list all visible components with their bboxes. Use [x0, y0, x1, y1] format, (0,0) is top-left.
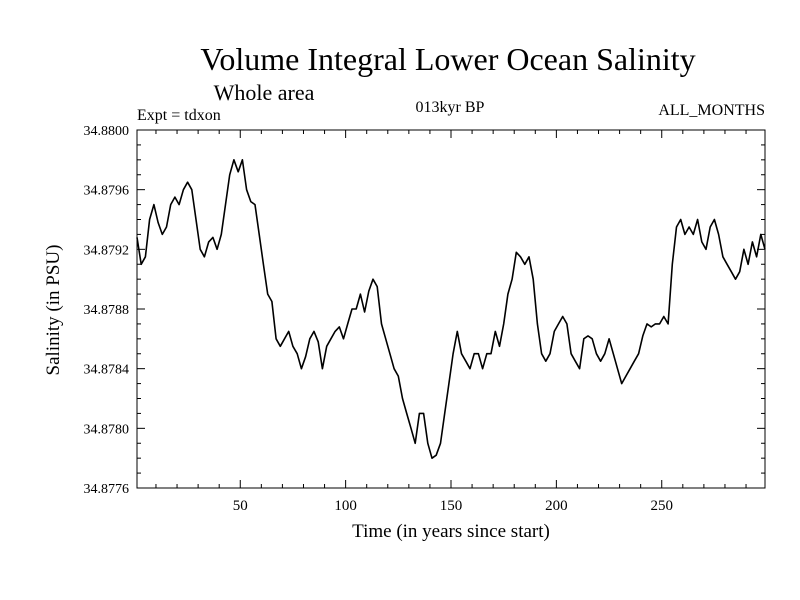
x-tick-label: 200	[545, 498, 568, 514]
plot-area-frame	[136, 129, 766, 489]
salinity-line-series	[136, 159, 766, 459]
x-axis-label: Time (in years since start)	[352, 521, 550, 542]
experiment-label: Expt = tdxon	[137, 107, 221, 124]
y-axis-tick-labels: 34.8776 34.8780 34.8784 34.8788 34.8792 34.87…	[84, 124, 130, 497]
y-axis-label: Salinity (in PSU)	[43, 245, 64, 376]
series-group	[136, 159, 766, 459]
y-tick-label: 34.8784	[84, 363, 130, 378]
x-tick-label: 50	[233, 498, 248, 514]
chart-title: Volume Integral Lower Ocean Salinity	[200, 41, 695, 77]
months-label: ALL_MONTHS	[658, 102, 765, 119]
y-tick-label: 34.8800	[84, 124, 130, 139]
period-label: 013kyr BP	[416, 99, 485, 116]
x-axis-ticks	[155, 130, 747, 488]
y-tick-label: 34.8780	[84, 422, 130, 437]
y-tick-label: 34.8788	[84, 303, 130, 318]
y-tick-label: 34.8796	[84, 184, 130, 199]
x-tick-label: 250	[650, 498, 673, 514]
y-tick-label: 34.8792	[84, 243, 130, 258]
x-tick-label: 100	[334, 498, 357, 514]
y-axis-ticks	[137, 144, 765, 474]
y-tick-label: 34.8776	[84, 482, 130, 497]
x-axis-tick-labels: 50 100 150 200 250	[233, 498, 673, 514]
x-tick-label: 150	[440, 498, 463, 514]
chart-subtitle: Whole area	[214, 80, 315, 105]
